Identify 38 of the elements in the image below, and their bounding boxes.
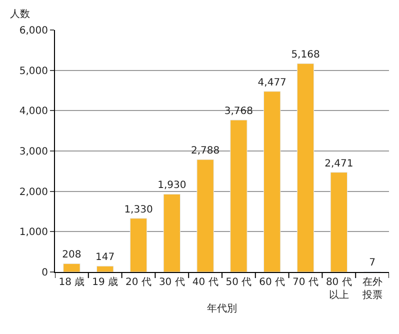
x-tick-label: 80 代以上 bbox=[326, 277, 352, 301]
y-tick-label: 0 bbox=[42, 268, 48, 278]
data-label: 2,471 bbox=[324, 158, 354, 170]
y-tick-label: 5,000 bbox=[19, 66, 48, 77]
data-label: 5,168 bbox=[291, 50, 320, 61]
bar bbox=[96, 266, 114, 272]
y-tick-label: 4,000 bbox=[19, 106, 48, 118]
x-tick-label: 19 歳 bbox=[92, 276, 118, 288]
bar bbox=[330, 172, 348, 272]
y-tick-label: 3,000 bbox=[19, 146, 48, 158]
bar bbox=[130, 218, 148, 272]
x-tick-label: 18 歳 bbox=[58, 276, 85, 288]
bar bbox=[230, 120, 248, 272]
data-label: 1,930 bbox=[158, 180, 186, 192]
y-tick-label: 2,000 bbox=[19, 186, 48, 198]
bar bbox=[63, 263, 80, 272]
data-label: 208 bbox=[62, 250, 82, 261]
x-tick-label: 30 代 bbox=[158, 277, 185, 288]
x-axis-title: 年代別 bbox=[207, 302, 237, 314]
data-label: 2,788 bbox=[190, 146, 220, 157]
data-label: 3,768 bbox=[224, 106, 254, 118]
y-tick-label: 6,000 bbox=[19, 26, 48, 36]
bar bbox=[296, 63, 314, 272]
x-tick-label: 40 代 bbox=[192, 277, 218, 288]
x-tick-label: 20 代 bbox=[126, 277, 152, 288]
y-axis-title: 人数 bbox=[10, 9, 30, 20]
y-tick-label: 1,000 bbox=[19, 227, 48, 238]
x-tick-label: 50 代 bbox=[226, 277, 252, 288]
x-tick-label: 70 代 bbox=[292, 277, 318, 288]
bar bbox=[163, 194, 180, 272]
bar bbox=[196, 159, 214, 272]
data-label: 7 bbox=[369, 258, 376, 269]
x-tick-label: 60 代 bbox=[259, 277, 286, 288]
bar bbox=[264, 91, 281, 272]
x-tick-label: 在外投票 bbox=[361, 276, 382, 301]
data-label: 4,477 bbox=[258, 77, 286, 88]
data-label: 147 bbox=[96, 252, 115, 264]
data-label: 1,330 bbox=[124, 204, 153, 216]
